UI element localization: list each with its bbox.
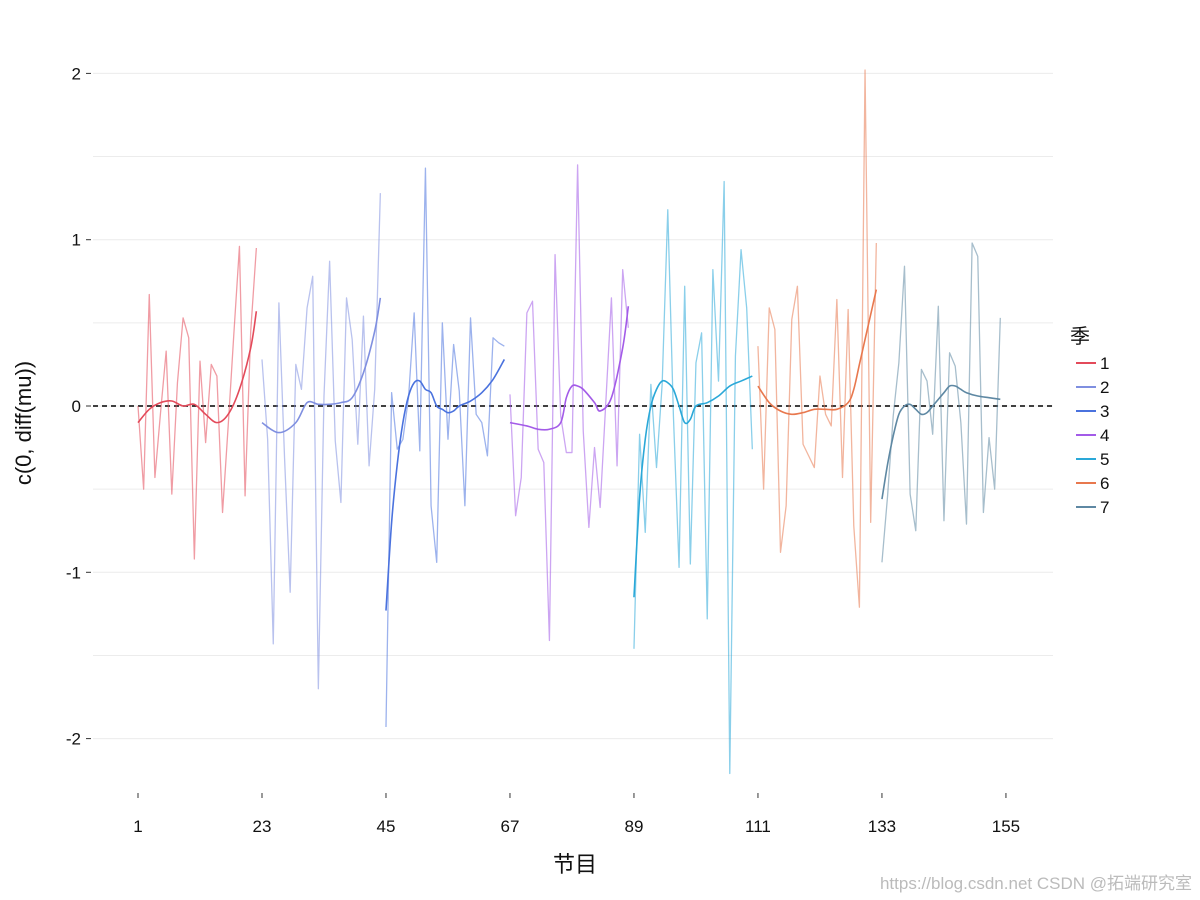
y-tick-label: -1 <box>66 563 81 582</box>
smooth-series-lines <box>137 289 1001 611</box>
series-7-raw-line <box>881 242 1001 563</box>
x-tick-label: 45 <box>377 817 396 836</box>
series-4-smooth-line <box>509 306 630 431</box>
x-tick-label: 155 <box>992 817 1020 836</box>
series-2-raw-line <box>261 193 381 690</box>
x-tick-label: 1 <box>133 817 142 836</box>
series-5-smooth-line <box>633 375 753 598</box>
series-3-raw-line <box>385 167 505 727</box>
series-2-smooth-line <box>261 297 382 434</box>
x-tick-label: 23 <box>253 817 272 836</box>
legend-label-1: 1 <box>1100 354 1109 373</box>
series-6-smooth-line <box>757 289 878 416</box>
series-1-raw-line <box>137 245 258 560</box>
series-6-raw-line <box>757 69 877 608</box>
series-5-raw-line <box>633 180 753 775</box>
series-1-smooth-line <box>137 311 258 424</box>
x-tick-label: 67 <box>501 817 520 836</box>
x-axis: 1 23 45 67 89 111 133 155 <box>133 793 1020 836</box>
y-tick-label: 0 <box>72 397 81 416</box>
watermark: https://blog.csdn.net CSDN @拓端研究室 <box>880 874 1192 893</box>
y-tick-label: 1 <box>72 231 81 250</box>
legend-label-3: 3 <box>1100 402 1109 421</box>
series-3-smooth-line <box>385 359 506 611</box>
legend-title: 季 <box>1070 325 1090 348</box>
x-tick-label: 133 <box>868 817 896 836</box>
legend-label-4: 4 <box>1100 426 1109 445</box>
series-4-raw-line <box>509 164 629 642</box>
y-axis-title: c(0, diff(mu)) <box>11 361 36 485</box>
y-tick-label: -2 <box>66 730 81 749</box>
series-7-smooth-line <box>881 384 1001 500</box>
legend-label-6: 6 <box>1100 474 1109 493</box>
legend-label-7: 7 <box>1100 498 1109 517</box>
x-tick-label: 111 <box>745 817 771 836</box>
legend-label-5: 5 <box>1100 450 1109 469</box>
x-axis-title: 节目 <box>553 852 597 877</box>
raw-series-lines <box>137 69 1001 775</box>
x-tick-label: 89 <box>625 817 644 836</box>
legend: 季 1 2 3 4 5 6 7 <box>1070 325 1109 517</box>
y-tick-label: 2 <box>72 64 81 83</box>
legend-label-2: 2 <box>1100 378 1109 397</box>
y-axis: -2 -1 0 1 2 <box>66 64 91 749</box>
